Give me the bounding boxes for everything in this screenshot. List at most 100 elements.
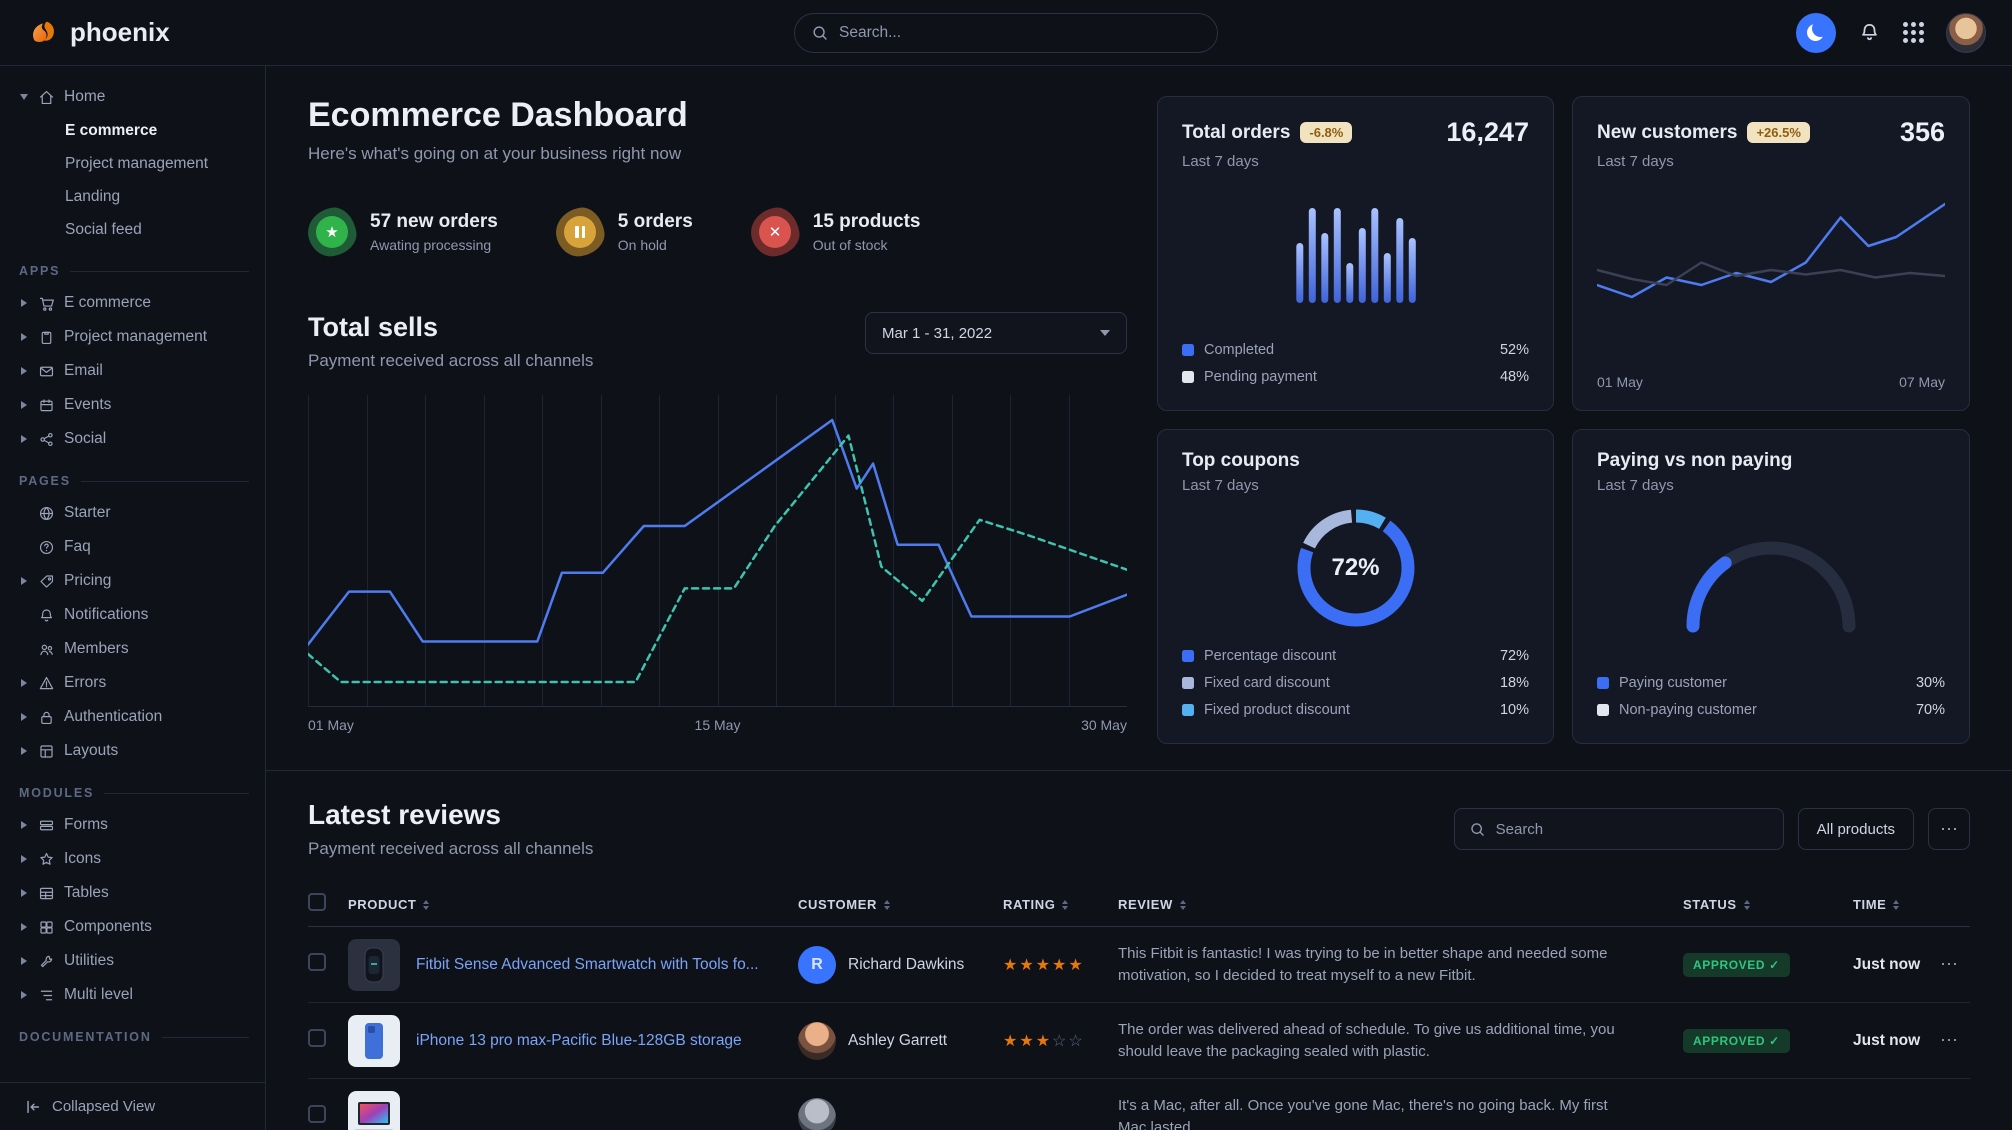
users-icon xyxy=(38,641,55,658)
legend-color-swatch xyxy=(1597,703,1609,716)
sidebar-item-errors[interactable]: Errors xyxy=(18,666,249,700)
row-actions-button[interactable]: ⋯ xyxy=(1940,1030,1958,1050)
lock-icon xyxy=(38,709,55,726)
reviews-more-button[interactable]: ⋯ xyxy=(1928,808,1970,850)
components-icon xyxy=(38,919,55,936)
form-icon xyxy=(38,817,55,834)
sidebar-item-label: Home xyxy=(64,88,106,105)
sidebar-item-project-management[interactable]: Project management xyxy=(18,320,249,354)
column-header-customer[interactable]: CUSTOMER xyxy=(798,897,1003,912)
card-legend: Paying customer 30% Non-paying customer … xyxy=(1597,669,1945,723)
sidebar-item-forms[interactable]: Forms xyxy=(18,808,249,842)
column-header-status[interactable]: STATUS xyxy=(1683,897,1853,912)
column-header-time[interactable]: TIME xyxy=(1853,897,1940,912)
sidebar-item-events[interactable]: Events xyxy=(18,388,249,422)
row-actions-button[interactable]: ⋯ xyxy=(1940,954,1958,974)
review-time: Just now xyxy=(1853,955,1921,973)
legend-label: Pending payment xyxy=(1204,368,1317,385)
customer-avatar xyxy=(798,1021,836,1060)
apps-grid-icon[interactable] xyxy=(1903,22,1924,43)
kpi-cards-grid: Total orders -6.8% 16,247 Last 7 days Co… xyxy=(1157,96,1970,744)
sidebar-item-layouts[interactable]: Layouts xyxy=(18,734,249,768)
total-sells-x-axis: 01 May 15 May 30 May xyxy=(308,717,1127,733)
product-link[interactable]: Fitbit Sense Advanced Smartwatch with To… xyxy=(416,955,759,973)
reviews-search[interactable] xyxy=(1453,808,1784,850)
stat-new-orders: ★ 57 new orders Awating processing xyxy=(304,204,498,260)
card-period: Last 7 days xyxy=(1597,153,1674,170)
sidebar-item-components[interactable]: Components xyxy=(18,910,249,944)
collapsed-view-toggle[interactable]: Collapsed View xyxy=(0,1082,265,1130)
legend-value: 18% xyxy=(1499,674,1529,691)
global-search[interactable] xyxy=(794,12,1218,53)
phoenix-logo-icon xyxy=(26,16,60,50)
bell-icon[interactable] xyxy=(1858,21,1881,44)
chevron-right-icon xyxy=(20,923,27,931)
sidebar-subitem-social-feed[interactable]: Social feed xyxy=(65,220,142,238)
sidebar-item-tables[interactable]: Tables xyxy=(18,876,249,910)
column-header-product[interactable]: PRODUCT xyxy=(348,897,798,912)
sidebar-section-title: MODULES xyxy=(19,784,249,802)
legend-label: Non-paying customer xyxy=(1619,701,1757,718)
main-content: Ecommerce Dashboard Here's what's going … xyxy=(266,66,2012,1130)
chevron-right-icon xyxy=(20,991,27,999)
star-filled-icon: ★★★★★ xyxy=(1003,956,1085,974)
sidebar-item-email[interactable]: Email xyxy=(18,354,249,388)
card-title: Paying vs non paying xyxy=(1597,450,1793,471)
product-thumbnail xyxy=(348,1090,400,1130)
legend-value: 48% xyxy=(1499,368,1529,385)
card-legend: Percentage discount 72% Fixed card disco… xyxy=(1182,642,1529,723)
sidebar-subitem-project-management[interactable]: Project management xyxy=(65,154,209,172)
sidebar-item-icons[interactable]: Icons xyxy=(18,842,249,876)
chevron-right-icon xyxy=(20,821,27,829)
sort-icon xyxy=(1893,899,1900,910)
sidebar-item-utilities[interactable]: Utilities xyxy=(18,944,249,978)
sidebar-item-multi-level[interactable]: Multi level xyxy=(18,978,249,1012)
sort-icon xyxy=(1062,899,1069,910)
legend-label: Paying customer xyxy=(1619,674,1727,691)
sidebar-item-notifications[interactable]: Notifications xyxy=(18,598,249,632)
utilities-icon xyxy=(38,953,55,970)
multilevel-icon xyxy=(38,987,55,1004)
sidebar-subitem-landing[interactable]: Landing xyxy=(65,187,121,205)
search-icon xyxy=(1469,821,1486,838)
question-icon xyxy=(38,539,55,556)
row-checkbox[interactable] xyxy=(308,953,326,971)
date-range-select[interactable]: Mar 1 - 31, 2022 xyxy=(865,312,1127,354)
bell-icon xyxy=(38,607,55,624)
row-checkbox[interactable] xyxy=(308,1029,326,1047)
sidebar-item-members[interactable]: Members xyxy=(18,632,249,666)
sidebar-item-label: Faq xyxy=(64,538,91,555)
legend-item: Fixed product discount 10% xyxy=(1182,696,1529,723)
select-all-checkbox[interactable] xyxy=(308,893,326,911)
sidebar-section-title: DOCUMENTATION xyxy=(19,1028,249,1046)
column-header-review[interactable]: REVIEW xyxy=(1118,897,1683,912)
sidebar-item-authentication[interactable]: Authentication xyxy=(18,700,249,734)
sidebar-item-starter[interactable]: Starter xyxy=(18,496,249,530)
status-badge: APPROVED ✓ xyxy=(1683,952,1790,977)
legend-item: Pending payment 48% xyxy=(1182,363,1529,390)
new-customers-line-svg xyxy=(1595,202,1947,299)
section-divider xyxy=(80,480,249,482)
user-avatar[interactable] xyxy=(1946,12,1986,53)
card-value: 16,247 xyxy=(1446,117,1529,147)
brand[interactable]: phoenix xyxy=(26,16,170,50)
sidebar-item-faq[interactable]: Faq xyxy=(18,530,249,564)
page-subtitle: Here's what's going on at your business … xyxy=(308,144,682,163)
column-header-rating[interactable]: RATING xyxy=(1003,897,1118,912)
sidebar-subitem-e-commerce[interactable]: E commerce xyxy=(65,121,158,139)
global-search-input[interactable] xyxy=(839,23,1201,42)
sidebar-item-label: E commerce xyxy=(64,294,151,311)
sidebar-item-e-commerce[interactable]: E commerce xyxy=(18,286,249,320)
sidebar-item-social[interactable]: Social xyxy=(18,422,249,456)
card-period: Last 7 days xyxy=(1182,153,1259,170)
sidebar-item-pricing[interactable]: Pricing xyxy=(18,564,249,598)
product-link[interactable]: iPhone 13 pro max-Pacific Blue-128GB sto… xyxy=(416,1031,742,1049)
dark-mode-toggle-moon-icon[interactable] xyxy=(1796,12,1836,53)
card-period: Last 7 days xyxy=(1597,477,1674,494)
sidebar-item-label: Pricing xyxy=(64,572,112,589)
star-filled-icon: ★★★ xyxy=(1003,1032,1053,1050)
reviews-search-input[interactable] xyxy=(1495,820,1769,838)
all-products-button[interactable]: All products xyxy=(1797,808,1914,850)
sidebar-item-home[interactable]: Home xyxy=(18,80,249,114)
row-checkbox[interactable] xyxy=(308,1105,326,1123)
